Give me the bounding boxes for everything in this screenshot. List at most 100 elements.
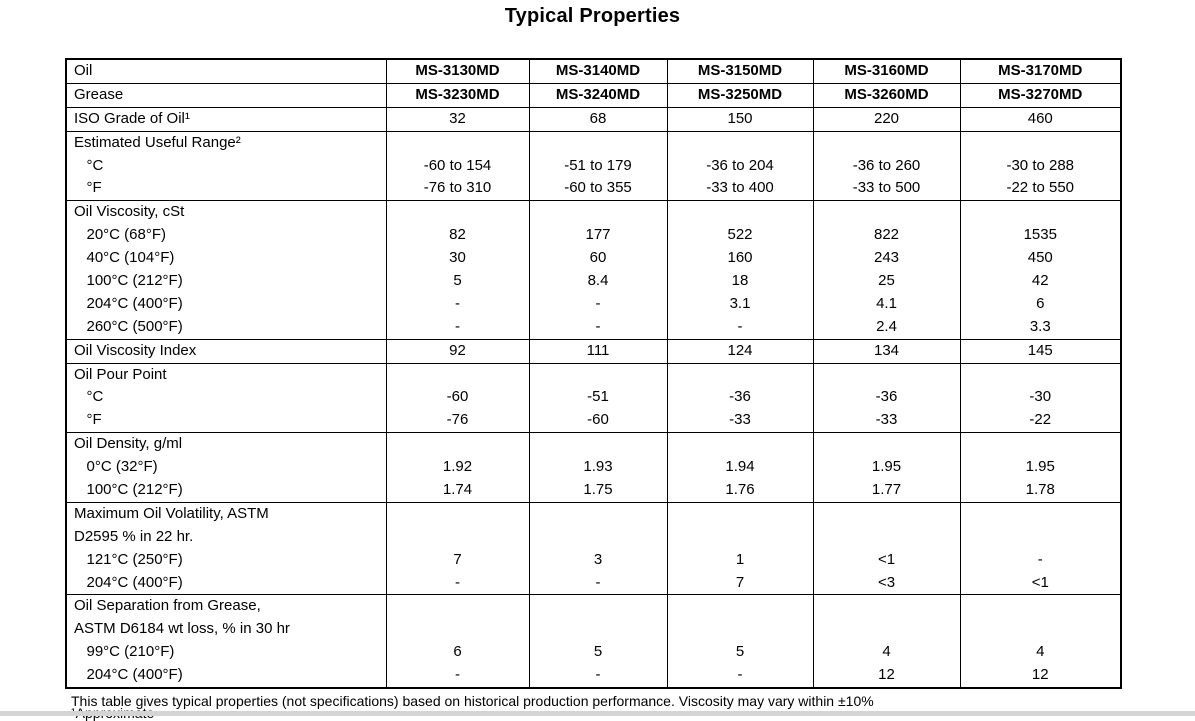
value-cell: 1.92 1.74 [385,432,530,503]
value-line: 177 [585,226,611,244]
row-label-line: 40°C (104°F) [74,249,175,267]
value-cell: 5- [666,594,814,689]
value-line: - [737,317,743,335]
value-line: -36 to 260 [852,156,921,174]
value-line [814,596,959,618]
value-line: 1.77 [871,481,902,499]
value-cell: 5- [528,594,668,689]
value-line [387,132,528,154]
value-line: 134 [873,341,900,359]
value-cell: 124 [666,338,814,364]
value-line: - [595,573,601,591]
value-line: 1.75 [583,481,613,499]
value-line [387,526,528,549]
row-label-line: Oil Separation from Grease, [74,597,261,615]
value-line: 18 [731,272,749,290]
value-line: -33 [729,411,751,429]
value-cell: -60 -76 [385,362,530,434]
value-line: -60 to 355 [564,179,632,197]
value-cell: 111 [528,338,668,364]
table-row: Grease MS-3230MD MS-3240MD MS-3250MD MS-3260… [65,82,1122,108]
row-label-line: 260°C (500°F) [74,317,183,335]
value-cell: 1.95 1.77 [812,432,961,503]
value-line: -51 to 179 [564,156,632,174]
value-line [814,503,959,525]
value-line [814,364,959,386]
value-line: 2.4 [876,317,897,335]
value-line: 1 [735,550,745,568]
value-cell: -36 -33 [666,362,814,434]
value-cell: 1.94 1.76 [666,432,814,503]
value-line: 12 [1031,666,1049,684]
value-line: MS-3130MD [415,62,500,79]
value-line [387,503,528,525]
row-label-line: °F [74,179,102,197]
value-cell: 68 [528,106,668,132]
value-cell: 4 12 [959,594,1122,689]
value-line: 92 [449,341,466,359]
value-line: 4 [882,643,891,661]
value-line [387,596,528,618]
value-line: 60 [589,249,607,267]
value-cell: MS-3240MD [528,82,668,108]
row-label-line: 100°C (212°F) [74,272,183,290]
value-line [530,434,666,456]
value-line [961,364,1120,386]
page-bottom-edge [0,711,1195,716]
value-cell: MS-3170MD [959,58,1122,84]
value-line: MS-3230MD [415,85,500,103]
row-label-line: Maximum Oil Volatility, ASTM [74,504,269,522]
table-row: Oil MS-3130MD MS-3140MD MS-3150MD MS-3160MD M… [65,58,1122,84]
value-line: 4.1 [876,294,897,312]
value-line: -60 [446,388,469,406]
row-label-line: 204°C (400°F) [74,666,183,684]
value-cell: -36 to 260 -33 to 500 [812,130,961,202]
value-cell: 460 [959,106,1122,132]
value-line [961,526,1120,549]
value-cell: -60 to 154 -76 to 310 [385,130,530,202]
value-line: - [455,666,460,684]
value-line [530,132,666,154]
value-line [530,526,666,549]
table-row: Oil Density, g/ml 0°C (32°F) 100°C (212°… [65,432,1122,503]
value-line: MS-3140MD [555,62,641,79]
value-line: 4 [1036,643,1045,661]
value-line: 6 [1036,294,1045,312]
value-line [387,434,528,456]
value-line: -60 to 154 [423,156,492,174]
value-line: -76 to 310 [423,179,492,197]
row-label-line: Grease [74,85,124,103]
value-line: MS-3160MD [844,62,929,79]
value-line: 111 [586,341,610,359]
value-cell: MS-3250MD [666,82,814,108]
value-line [961,596,1120,618]
value-cell: 822 243 25 4.1 2.4 [812,200,961,340]
value-line: - [595,294,601,312]
value-line: -22 [1029,411,1052,429]
value-line: 145 [1027,341,1053,359]
row-label-cell: Oil Separation from Grease, ASTM D6184 wt… [65,594,387,689]
value-line: - [1037,550,1043,568]
value-cell: MS-3150MD [666,58,814,84]
row-label-line: 100°C (212°F) [74,481,183,499]
value-line: 3.1 [729,294,751,312]
value-line: 7 [453,550,462,568]
value-line [961,503,1120,525]
value-line: - [455,573,460,591]
value-line: 5 [593,643,603,661]
value-cell: -51 -60 [528,362,668,434]
value-cell: 92 [385,338,530,364]
row-label-line: Estimated Useful Range² [74,133,241,151]
table-row: ISO Grade of Oil¹ 32 68 150 220 460 [65,106,1122,132]
value-cell: -30 to 288 -22 to 550 [959,130,1122,202]
value-line: <3 [877,573,896,591]
value-line: 450 [1027,249,1053,267]
value-line: - [595,317,601,335]
value-line [668,596,812,618]
table-row: Maximum Oil Volatility, ASTM D2595 % in 2… [65,501,1122,596]
table-body: Oil MS-3130MD MS-3140MD MS-3150MD MS-3160MD M… [65,58,1122,689]
value-line: 1.78 [1025,481,1055,499]
value-line: MS-3260MD [844,85,929,103]
value-line [668,132,812,154]
value-line: -36 [875,388,898,406]
